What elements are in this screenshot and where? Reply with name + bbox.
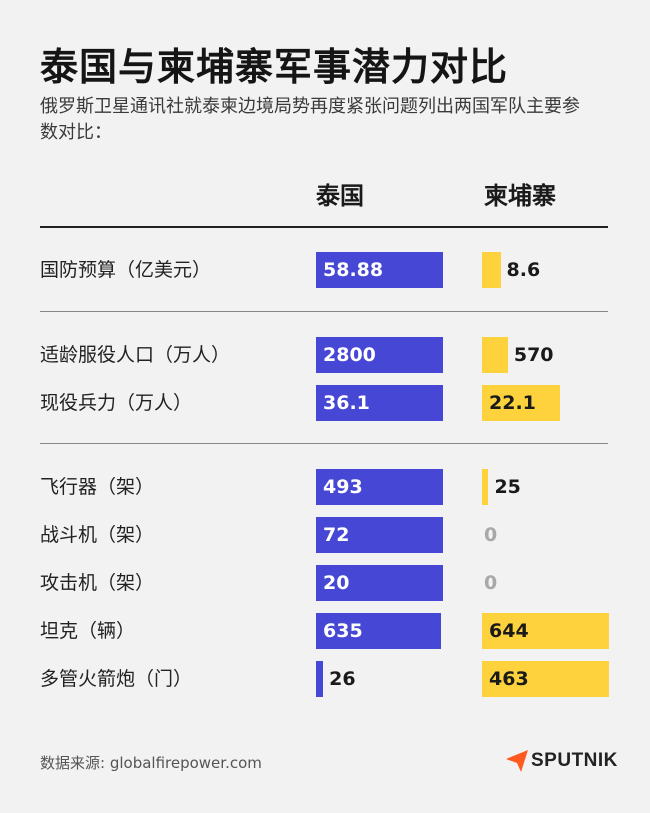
page-title: 泰国与柬埔寨军事潜力对比: [40, 45, 509, 89]
cambodia-bar: [482, 337, 508, 373]
thailand-bar: [316, 565, 443, 601]
page-subtitle: 俄罗斯卫星通讯社就泰柬边境局势再度紧张问题列出两国军队主要参数对比：: [40, 96, 580, 143]
thailand-bar: [316, 469, 443, 505]
thailand-value-label: 26: [329, 668, 356, 690]
thailand-bar: [316, 337, 443, 373]
sputnik-logo-icon: [506, 750, 528, 772]
cambodia-bar: [482, 252, 501, 288]
cambodia-value-label: 644: [489, 620, 529, 642]
column-header-thailand: 泰国: [316, 182, 364, 210]
cambodia-value-label: 570: [513, 344, 554, 366]
group-divider: [40, 443, 608, 444]
thailand-value-label: 72: [323, 524, 350, 546]
category-label: 国防预算（亿美元）: [40, 259, 212, 281]
cambodia-bar: [482, 613, 609, 649]
cambodia-bar: [482, 661, 609, 697]
thailand-value-label: 36.1: [323, 392, 370, 414]
group-divider: [40, 311, 608, 312]
category-label: 坦克（辆）: [40, 620, 136, 642]
thailand-bar: [316, 613, 442, 649]
category-label: 飞行器（架）: [40, 476, 155, 498]
thailand-value-label: 58.88: [323, 259, 384, 281]
cambodia-value-label: 463: [489, 668, 529, 690]
cambodia-value-label: 25: [494, 476, 521, 498]
sputnik-logo: SPUTNIK: [505, 746, 618, 776]
category-label: 战斗机（架）: [40, 524, 155, 546]
cambodia-value-label: 0: [484, 524, 498, 546]
column-header-cambodia: 柬埔寨: [484, 182, 556, 210]
cambodia-bar: [482, 385, 560, 421]
thailand-value-label: 635: [323, 620, 363, 642]
cambodia-bar: [482, 469, 489, 505]
thailand-bar: [316, 517, 443, 553]
category-label: 攻击机（架）: [40, 572, 155, 594]
header-divider: [40, 226, 608, 228]
cambodia-value-label: 22.1: [489, 392, 536, 414]
thailand-value-label: 2800: [323, 344, 376, 366]
cambodia-value-label: 8.6: [506, 259, 541, 281]
data-source: 数据来源: globalfirepower.com: [40, 754, 262, 772]
thailand-bar: [316, 385, 443, 421]
category-label: 多管火箭炮（门）: [40, 668, 193, 690]
category-label: 现役兵力（万人）: [40, 392, 193, 414]
thailand-value-label: 493: [323, 476, 363, 498]
thailand-bar: [316, 252, 443, 288]
thailand-bar: [316, 661, 324, 697]
thailand-value-label: 20: [323, 572, 350, 594]
cambodia-value-label: 0: [484, 572, 498, 594]
category-label: 适龄服役人口（万人）: [40, 344, 231, 366]
sputnik-logo-text: SPUTNIK: [531, 750, 618, 771]
